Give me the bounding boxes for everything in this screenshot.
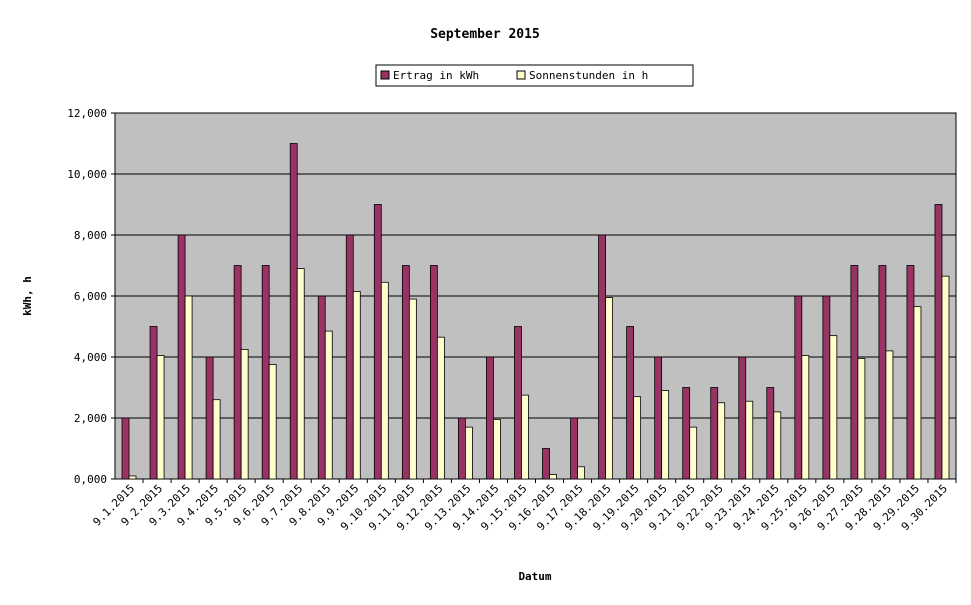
y-tick-label: 12,000 — [67, 107, 107, 120]
bar — [710, 387, 719, 480]
legend-swatch-ertrag — [380, 70, 390, 80]
bar — [829, 335, 838, 480]
legend-box — [375, 64, 694, 87]
bar — [324, 330, 333, 480]
bar — [654, 356, 663, 480]
bar — [296, 268, 305, 480]
bar — [149, 326, 158, 480]
bar — [878, 265, 887, 480]
bar — [885, 350, 894, 480]
bar — [380, 281, 389, 480]
x-tick-labels: 9.1.20159.2.20159.3.20159.4.20159.5.2015… — [90, 479, 957, 533]
bar — [458, 417, 466, 480]
bar — [212, 399, 221, 480]
bar — [542, 448, 550, 480]
bar — [514, 326, 522, 480]
y-tick-labels: 0,000 2,000 4,000 6,000 8,000 10,000 12,000 — [67, 107, 115, 486]
bar — [717, 402, 726, 480]
bar — [801, 355, 810, 480]
bar — [352, 291, 361, 480]
y-axis-label: kWh, h — [21, 276, 34, 316]
bar — [401, 265, 410, 480]
bar — [766, 387, 775, 480]
bar — [773, 411, 782, 480]
legend-label-sonnenstunden: Sonnenstunden in h — [529, 69, 648, 82]
bar — [345, 234, 354, 480]
y-tick-label: 2,000 — [74, 412, 107, 425]
bar — [689, 426, 698, 480]
bar — [240, 348, 249, 480]
bar — [205, 356, 214, 480]
bar — [184, 295, 193, 480]
bar — [261, 265, 270, 480]
bar — [317, 295, 326, 480]
bar — [268, 364, 277, 480]
bar — [289, 143, 298, 480]
bar — [408, 298, 417, 480]
bar — [794, 295, 803, 480]
bar — [661, 390, 670, 480]
bar — [850, 265, 859, 480]
bar — [605, 297, 613, 480]
bar — [486, 356, 494, 480]
bar — [177, 234, 186, 480]
bar — [626, 326, 635, 480]
bar — [822, 295, 831, 480]
bar — [906, 265, 915, 480]
bar — [493, 419, 501, 480]
bar — [429, 265, 438, 480]
y-tick-label: 6,000 — [74, 290, 107, 303]
bar — [465, 426, 473, 480]
bar — [570, 417, 578, 480]
legend-label-ertrag: Ertrag in kWh — [393, 69, 479, 82]
bar — [941, 275, 950, 480]
bar — [436, 336, 445, 480]
bar — [633, 396, 642, 480]
bar — [745, 400, 754, 480]
bar — [233, 265, 242, 480]
bar — [549, 474, 557, 480]
bar — [373, 204, 382, 480]
chart-title: September 2015 — [430, 27, 540, 42]
y-tick-label: 0,000 — [74, 473, 107, 486]
bar — [521, 394, 529, 480]
bar — [682, 387, 691, 480]
y-tick-label: 10,000 — [67, 168, 107, 181]
bar — [913, 306, 922, 480]
bar — [121, 417, 130, 480]
bar — [128, 475, 137, 480]
bar — [934, 204, 943, 480]
y-tick-label: 8,000 — [74, 229, 107, 242]
y-tick-label: 4,000 — [74, 351, 107, 364]
bar — [738, 356, 747, 480]
gridlines — [115, 173, 956, 419]
x-axis-label: Datum — [518, 570, 551, 583]
bar — [598, 234, 606, 480]
bar — [857, 358, 866, 480]
legend-swatch-sonnenstunden — [516, 70, 526, 80]
bars — [121, 143, 950, 480]
bar — [156, 355, 165, 480]
bar — [577, 466, 585, 480]
legend: Ertrag in kWh Sonnenstunden in h — [375, 64, 694, 87]
